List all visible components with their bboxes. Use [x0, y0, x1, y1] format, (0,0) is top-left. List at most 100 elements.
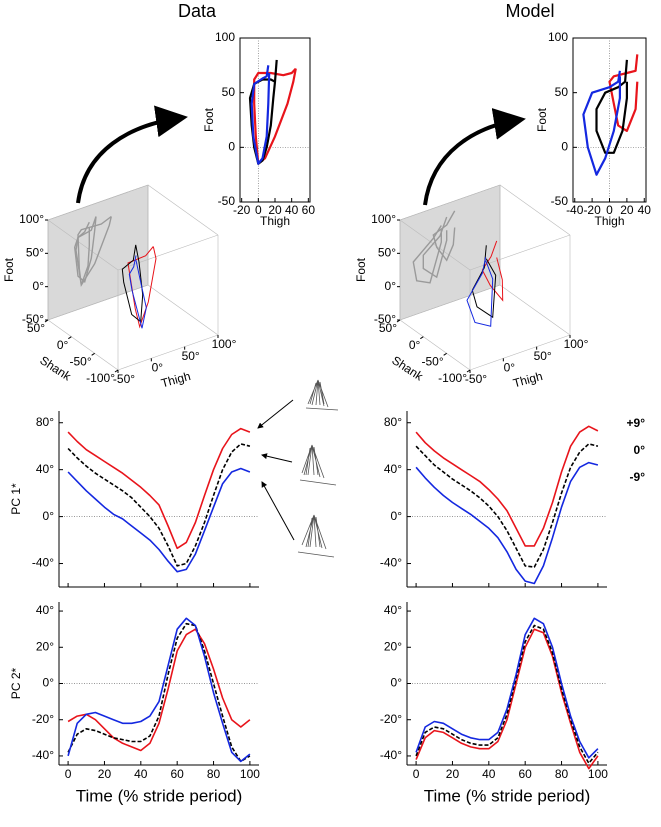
thigh-tick-label: 0°: [152, 361, 164, 375]
x-tick-label: 40: [638, 203, 652, 217]
box-edge: [47, 184, 149, 221]
foot-tick-label: -50°: [22, 312, 44, 326]
y-tick-label: 80°: [36, 415, 54, 429]
y-axis-label: PC 1*: [9, 483, 23, 515]
y-tick-label: 40°: [384, 462, 402, 476]
data-line: [67, 622, 251, 763]
back-plane: [47, 184, 149, 321]
x-tick-label: 40: [482, 767, 496, 781]
thigh-axis-label: Thigh: [159, 369, 192, 390]
y-tick-label: 40°: [36, 462, 54, 476]
stick-figures: [297, 379, 339, 558]
data-line-3d: [471, 245, 497, 319]
data-line: [608, 54, 639, 132]
data-line: [250, 65, 271, 165]
x-axis-label: Time (% stride period): [424, 786, 591, 805]
pointer-arrows: [257, 399, 295, 541]
y-axis-label: PC 2*: [9, 668, 23, 700]
foot-tick-label: -50°: [374, 312, 396, 326]
shank-tick-label: -100°: [86, 371, 115, 385]
foot-tick-label: 0°: [33, 279, 45, 293]
y-tick-label: 50: [555, 85, 569, 99]
shank-tick-label: 50°: [379, 321, 397, 335]
x-tick-label: 40: [285, 203, 299, 217]
shank-tick-label: -50°: [70, 355, 92, 369]
x-tick-label: 60: [171, 767, 185, 781]
data-line: [582, 70, 621, 176]
y-tick-label: 0°: [43, 509, 55, 523]
curved-arrow: [423, 108, 526, 206]
y-tick-label: 0: [228, 140, 235, 154]
y-tick-label: 50: [222, 85, 236, 99]
box-edge: [499, 284, 571, 336]
x-tick-label: 20: [620, 203, 634, 217]
foot-tick-label: 50°: [26, 246, 44, 260]
box-edge: [47, 319, 119, 371]
data-line: [67, 467, 251, 573]
y-tick-label: -50: [218, 194, 236, 208]
data-line: [415, 628, 599, 770]
curved-arrow: [76, 105, 188, 204]
y-tick-label: 40°: [384, 603, 402, 617]
projection-line: [73, 216, 97, 284]
shank-tick: [396, 319, 401, 323]
y-tick-label: 100: [548, 30, 568, 44]
x-tick-label: 20: [446, 767, 460, 781]
thigh-tick-label: 50°: [534, 349, 552, 363]
column-title: Model: [505, 1, 554, 21]
y-tick-label: -20°: [380, 712, 402, 726]
y-tick-label: 100: [215, 30, 235, 44]
y-tick-label: 0°: [391, 676, 403, 690]
data-line-3d: [481, 240, 504, 302]
box-edge: [147, 184, 219, 236]
y-tick-label: 20°: [384, 639, 402, 653]
x-tick-label: 0: [606, 203, 613, 217]
data-line: [415, 443, 599, 568]
y-tick-label: -40°: [380, 556, 402, 570]
thigh-tick-label: 100°: [212, 337, 237, 351]
shank-tick-label: -100°: [438, 371, 467, 385]
y-tick-label: 40°: [36, 603, 54, 617]
shank-tick-label: 0°: [409, 338, 421, 352]
x-tick-label: 80: [207, 767, 221, 781]
legend-entry: +9°: [627, 416, 646, 430]
y-tick-label: -40°: [32, 556, 54, 570]
box-edge: [399, 219, 471, 271]
data-line-3d: [128, 255, 147, 329]
thigh-axis-label: Thigh: [511, 369, 544, 390]
foot-axis-label: Foot: [354, 257, 368, 282]
x-tick-label: 100: [588, 767, 608, 781]
data-line-3d: [466, 257, 494, 327]
x-axis-label: Time (% stride period): [76, 786, 243, 805]
y-tick-label: -50: [551, 194, 569, 208]
x-tick-label: 0: [413, 767, 420, 781]
x-axis-label: Thigh: [260, 214, 290, 228]
projection-line: [412, 225, 442, 284]
box-edge: [47, 219, 119, 271]
data-line: [67, 443, 251, 567]
thigh-tick-label: 0°: [504, 361, 516, 375]
data-line: [253, 67, 297, 165]
y-tick-label: 0°: [43, 676, 55, 690]
foot-axis-label: Foot: [2, 257, 16, 282]
foot-tick-label: 100°: [19, 212, 44, 226]
shank-tick: [68, 336, 72, 340]
legend-entry: 0°: [634, 443, 646, 457]
x-tick-label: 100: [240, 767, 260, 781]
box-edge: [147, 284, 219, 336]
projection-line: [75, 221, 90, 286]
data-line: [415, 425, 599, 547]
shank-tick: [44, 319, 49, 323]
projection-line: [422, 216, 448, 279]
projection-line: [432, 210, 456, 262]
x-tick-label: 60: [302, 203, 316, 217]
x-tick-label: 40: [134, 767, 148, 781]
data-line-3d: [121, 244, 144, 323]
y-tick-label: 80°: [384, 415, 402, 429]
box-edge: [469, 334, 571, 371]
x-tick-label: -40: [566, 203, 584, 217]
data-line: [415, 461, 599, 585]
data-line: [67, 617, 251, 763]
foot-tick-label: 0°: [385, 279, 397, 293]
box-edge: [399, 319, 471, 371]
